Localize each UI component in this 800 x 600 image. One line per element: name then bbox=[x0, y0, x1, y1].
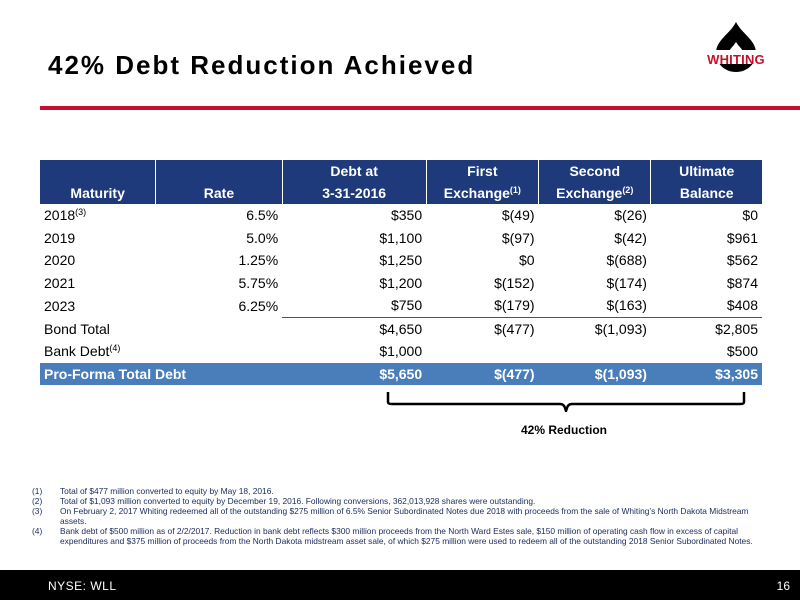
header-top-ultimate: Ultimate bbox=[650, 160, 762, 182]
pro-forma-label: Pro-Forma Total Debt bbox=[40, 362, 283, 385]
footnote-text: Total of $1,093 million converted to equ… bbox=[60, 496, 536, 506]
header-maturity: Maturity bbox=[40, 182, 157, 204]
ultimate-balance-cell: $408 bbox=[726, 297, 758, 314]
debt-cell: $1,250 bbox=[379, 252, 423, 269]
second-exchange-cell: $(163) bbox=[606, 297, 647, 314]
page-number: 16 bbox=[776, 579, 790, 593]
ticker-label: NYSE: WLL bbox=[48, 579, 117, 593]
debt-cell: $1,200 bbox=[379, 274, 423, 291]
bond-total-first: $(477) bbox=[426, 316, 539, 340]
maturity-cell: 2018(3) bbox=[44, 207, 87, 224]
rate-cell: 1.25% bbox=[238, 252, 279, 269]
table-row: 2021 5.75% $1,200 $(152) $(174) $874 bbox=[40, 272, 762, 295]
reduction-label: 42% Reduction bbox=[520, 423, 607, 437]
footnote-number: (1) bbox=[32, 486, 43, 496]
footnote-ref: (2) bbox=[622, 185, 634, 195]
header-top-maturity bbox=[40, 160, 157, 182]
maturity-cell: 2023 bbox=[44, 297, 76, 314]
bond-total-label: Bond Total bbox=[44, 320, 110, 337]
table-header-row-bottom: Maturity Rate 3-31-2016 Exchange(1) Exch… bbox=[40, 182, 762, 204]
footnote-ref: (3) bbox=[75, 207, 87, 218]
second-exchange-cell: $(26) bbox=[614, 207, 647, 224]
pro-forma-total-row: Pro-Forma Total Debt $5,650 $(477) $(1,0… bbox=[40, 362, 762, 385]
ultimate-balance-cell: $562 bbox=[726, 252, 758, 269]
bond-total-second: $(1,093) bbox=[538, 316, 651, 340]
footnote-item: (3) On February 2, 2017 Whiting redeemed … bbox=[32, 506, 772, 526]
first-exchange-cell: $(179) bbox=[494, 297, 535, 314]
bond-total-ultimate: $2,805 bbox=[650, 316, 762, 340]
maturity-cell: 2021 bbox=[44, 274, 76, 291]
bank-debt-second bbox=[539, 340, 651, 363]
table-row: 2023 6.25% $750 $(179) $(163) $408 bbox=[40, 294, 762, 317]
footnote-number: (4) bbox=[32, 526, 43, 536]
header-first-exchange: Exchange(1) bbox=[426, 182, 540, 204]
table-row: 2020 1.25% $1,250 $0 $(688) $562 bbox=[40, 249, 762, 272]
rate-cell: 5.75% bbox=[238, 274, 279, 291]
table-row: 2018(3) 6.5% $350 $(49) $(26) $0 bbox=[40, 204, 762, 227]
footnote-text: On February 2, 2017 Whiting redeemed all… bbox=[60, 506, 749, 526]
footnote-item: (2) Total of $1,093 million converted to … bbox=[32, 496, 772, 506]
debt-table: Debt at First Second Ultimate Maturity R… bbox=[40, 160, 762, 385]
title-divider bbox=[40, 106, 800, 110]
footnote-number: (2) bbox=[32, 496, 43, 506]
footnote-text: Total of $477 million converted to equit… bbox=[60, 486, 274, 496]
footnote-item: (4) Bank debt of $500 million as of 2/2/2… bbox=[32, 526, 772, 546]
first-exchange-cell: $(49) bbox=[501, 207, 535, 224]
bond-total-debt: $4,650 bbox=[282, 316, 427, 340]
header-second-exchange: Exchange(2) bbox=[538, 182, 652, 204]
oil-drop-logo-icon bbox=[704, 22, 768, 72]
footnote-item: (1) Total of $477 million converted to eq… bbox=[32, 486, 772, 496]
footer-bar: NYSE: WLL 16 bbox=[0, 570, 800, 600]
second-exchange-cell: $(174) bbox=[606, 274, 647, 291]
ultimate-balance-cell: $961 bbox=[726, 229, 758, 246]
second-exchange-cell: $(688) bbox=[606, 252, 647, 269]
bank-debt-label: Bank Debt(4) bbox=[44, 343, 121, 360]
reduction-brace-icon bbox=[386, 392, 746, 412]
footnotes: (1) Total of $477 million converted to eq… bbox=[32, 486, 772, 546]
pro-forma-second: $(1,093) bbox=[538, 362, 651, 385]
logo-wordmark: WHITING bbox=[707, 52, 765, 67]
first-exchange-cell: $(97) bbox=[501, 229, 535, 246]
debt-cell: $350 bbox=[390, 207, 423, 224]
footnote-number: (3) bbox=[32, 506, 43, 516]
ultimate-balance-cell: $874 bbox=[726, 274, 758, 291]
pro-forma-ultimate: $3,305 bbox=[650, 362, 762, 385]
bank-debt-row: Bank Debt(4) $1,000 $500 bbox=[40, 340, 762, 363]
rate-cell: 6.25% bbox=[238, 297, 279, 314]
header-top-first: First bbox=[426, 160, 540, 182]
header-rate: Rate bbox=[155, 182, 283, 204]
first-exchange-cell: $0 bbox=[518, 252, 535, 269]
footnote-text: Bank debt of $500 million as of 2/2/2017… bbox=[60, 526, 753, 546]
header-top-rate bbox=[155, 160, 283, 182]
footnote-ref: (1) bbox=[509, 185, 521, 195]
table-row: 2019 5.0% $1,100 $(97) $(42) $961 bbox=[40, 227, 762, 250]
table-header-row-top: Debt at First Second Ultimate bbox=[40, 160, 762, 182]
first-exchange-cell: $(152) bbox=[494, 274, 535, 291]
slide-title: 42% Debt Reduction Achieved bbox=[48, 50, 476, 80]
maturity-cell: 2019 bbox=[44, 229, 76, 246]
rate-cell: 5.0% bbox=[246, 229, 279, 246]
pro-forma-first: $(477) bbox=[426, 362, 539, 385]
maturity-cell: 2020 bbox=[44, 252, 76, 269]
whiting-logo: WHITING bbox=[704, 20, 768, 76]
second-exchange-cell: $(42) bbox=[614, 229, 647, 246]
header-ultimate: Balance bbox=[650, 182, 762, 204]
bank-debt-ultimate: $500 bbox=[726, 343, 758, 360]
bond-total-row: Bond Total $4,650 $(477) $(1,093) $2,805 bbox=[40, 316, 762, 340]
ultimate-balance-cell: $0 bbox=[742, 207, 758, 224]
footnote-ref: (4) bbox=[109, 343, 121, 354]
header-top-debt: Debt at bbox=[282, 160, 427, 182]
debt-cell: $1,100 bbox=[379, 229, 423, 246]
pro-forma-debt: $5,650 bbox=[282, 362, 427, 385]
debt-cell: $750 bbox=[390, 297, 423, 314]
header-top-second: Second bbox=[538, 160, 652, 182]
header-debt: 3-31-2016 bbox=[282, 182, 427, 204]
rate-cell: 6.5% bbox=[246, 207, 279, 224]
bank-debt-debt: $1,000 bbox=[379, 343, 423, 360]
bank-debt-first bbox=[426, 340, 538, 363]
